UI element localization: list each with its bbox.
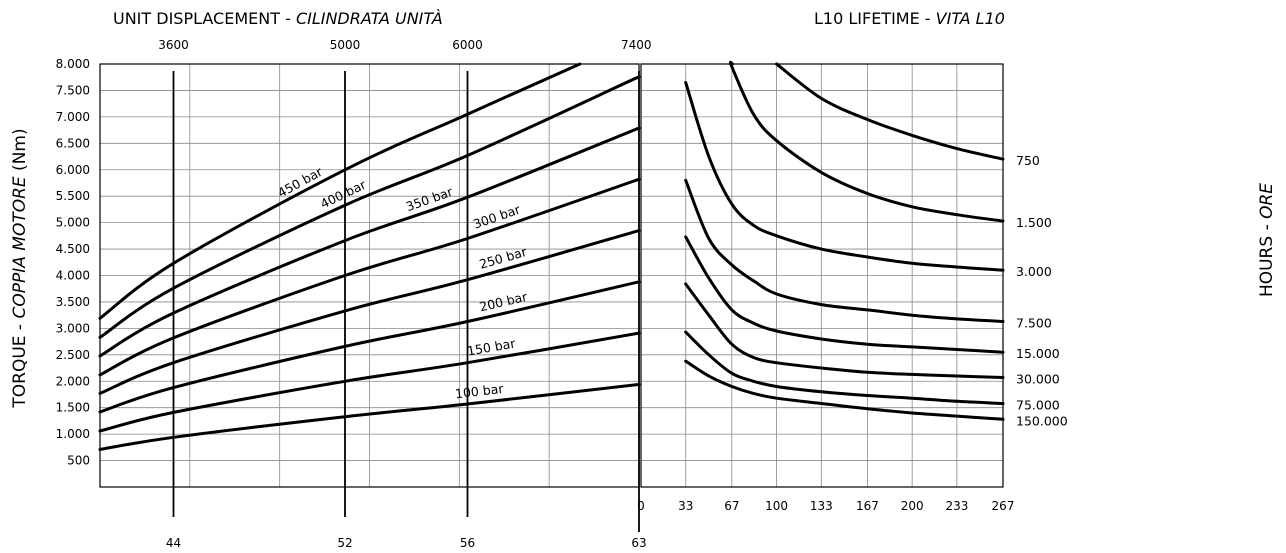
top-axis-tick-labels: 3600 5000 6000 7400: [158, 38, 651, 52]
y-tick-label: 6.000: [56, 163, 90, 177]
lifetime-curve-75-000: [684, 330, 1005, 405]
torque-curve-200-bar: [98, 280, 641, 414]
torque-curve-100-bar: [98, 382, 641, 451]
torque-curve-150-bar: [98, 331, 641, 433]
y-tick-label: 500: [67, 454, 90, 468]
hours-label-7-500: 7.500: [1016, 316, 1052, 331]
right-grid: [641, 64, 1003, 487]
lifetime-curve-30-000: [684, 282, 1005, 379]
top-axis-tick-3600: 3600: [158, 38, 189, 52]
right-x-tick-200: 200: [901, 499, 924, 513]
torque-curves: [98, 62, 641, 451]
y-tick-label: 1.500: [56, 401, 90, 415]
bottom-axis-tick-63: 63: [631, 536, 646, 550]
torque-curve-400-bar: [98, 75, 641, 339]
right-x-tick-33: 33: [678, 499, 693, 513]
lifetime-curve-7-500: [684, 178, 1005, 323]
y-tick-label: 7.000: [56, 110, 90, 124]
y-tick-label: 7.500: [56, 83, 90, 97]
y-tick-label: 4.500: [56, 242, 90, 256]
lifetime-curve-15-000: [684, 235, 1005, 354]
torque-curve-450-bar: [98, 62, 582, 320]
right-x-tick-133: 133: [810, 499, 833, 513]
right-y-axis-label: HOURS - ORE: [1257, 183, 1277, 297]
right-x-tick-233: 233: [945, 499, 968, 513]
lifetime-curve-150-000: [684, 359, 1005, 421]
hours-label-150-000: 150.000: [1016, 413, 1068, 428]
right-x-tick-67: 67: [724, 499, 739, 513]
pressure-label-250-bar: 250 bar: [478, 244, 530, 272]
torque-curve-350-bar: [98, 126, 641, 358]
hours-label-750: 750: [1016, 153, 1040, 168]
y-tick-label: 3.500: [56, 295, 90, 309]
y-tick-label: 5.000: [56, 216, 90, 230]
pressure-label-100-bar: 100 bar: [454, 381, 505, 401]
left-grid: [100, 64, 639, 487]
hours-label-30-000: 30.000: [1016, 372, 1060, 387]
bottom-axis-tick-52: 52: [337, 536, 352, 550]
left-y-tick-labels: 8.000 7.500 7.000 6.500 6.000 5.500 5.000 4.500…: [56, 57, 90, 468]
right-plot-frame: [640, 63, 1004, 488]
hours-label-3-000: 3.000: [1016, 264, 1052, 279]
left-chart-title: UNIT DISPLACEMENT - CILINDRATA UNITÀ: [113, 9, 443, 28]
torque-curve-250-bar: [98, 229, 641, 395]
right-x-tick-labels: 0 33 67 100 133 167 200 233 267: [637, 499, 1014, 513]
torque-curve-300-bar: [98, 177, 641, 377]
hours-label-75-000: 75.000: [1016, 397, 1060, 412]
right-x-tick-167: 167: [856, 499, 879, 513]
y-tick-label: 5.500: [56, 189, 90, 203]
y-tick-label: 2.500: [56, 348, 90, 362]
top-axis-tick-6000: 6000: [452, 38, 483, 52]
reference-lines: [172, 71, 640, 532]
hours-labels: 750 1.500 3.000 7.500 15.000 30.000 75.000150.…: [1016, 153, 1068, 428]
left-y-axis-label: TORQUE - COPPIA MOTORE (Nm): [10, 128, 30, 408]
hours-label-15-000: 15.000: [1016, 346, 1060, 361]
lifetime-curves: [684, 60, 1005, 421]
y-tick-label: 6.500: [56, 136, 90, 150]
y-tick-label: 4.000: [56, 269, 90, 283]
right-x-tick-100: 100: [765, 499, 788, 513]
y-tick-label: 3.000: [56, 321, 90, 335]
lifetime-curve-750: [775, 62, 1005, 161]
right-x-tick-0: 0: [637, 499, 645, 513]
lifetime-curve-3-000: [684, 81, 1005, 272]
right-x-tick-267: 267: [992, 499, 1015, 513]
top-axis-tick-5000: 5000: [330, 38, 361, 52]
right-chart-title: L10 LIFETIME - VITA L10: [814, 9, 1005, 28]
lifetime-curve-1-500: [728, 60, 1005, 223]
bottom-axis-tick-56: 56: [460, 536, 475, 550]
y-tick-label: 1.000: [56, 427, 90, 441]
hours-label-1-500: 1.500: [1016, 215, 1052, 230]
y-tick-label: 2.000: [56, 374, 90, 388]
bottom-axis-tick-labels: 44 52 56 63: [166, 536, 647, 550]
y-tick-label: 8.000: [56, 57, 90, 71]
top-axis-tick-7400: 7400: [621, 38, 652, 52]
bottom-axis-tick-44: 44: [166, 536, 181, 550]
